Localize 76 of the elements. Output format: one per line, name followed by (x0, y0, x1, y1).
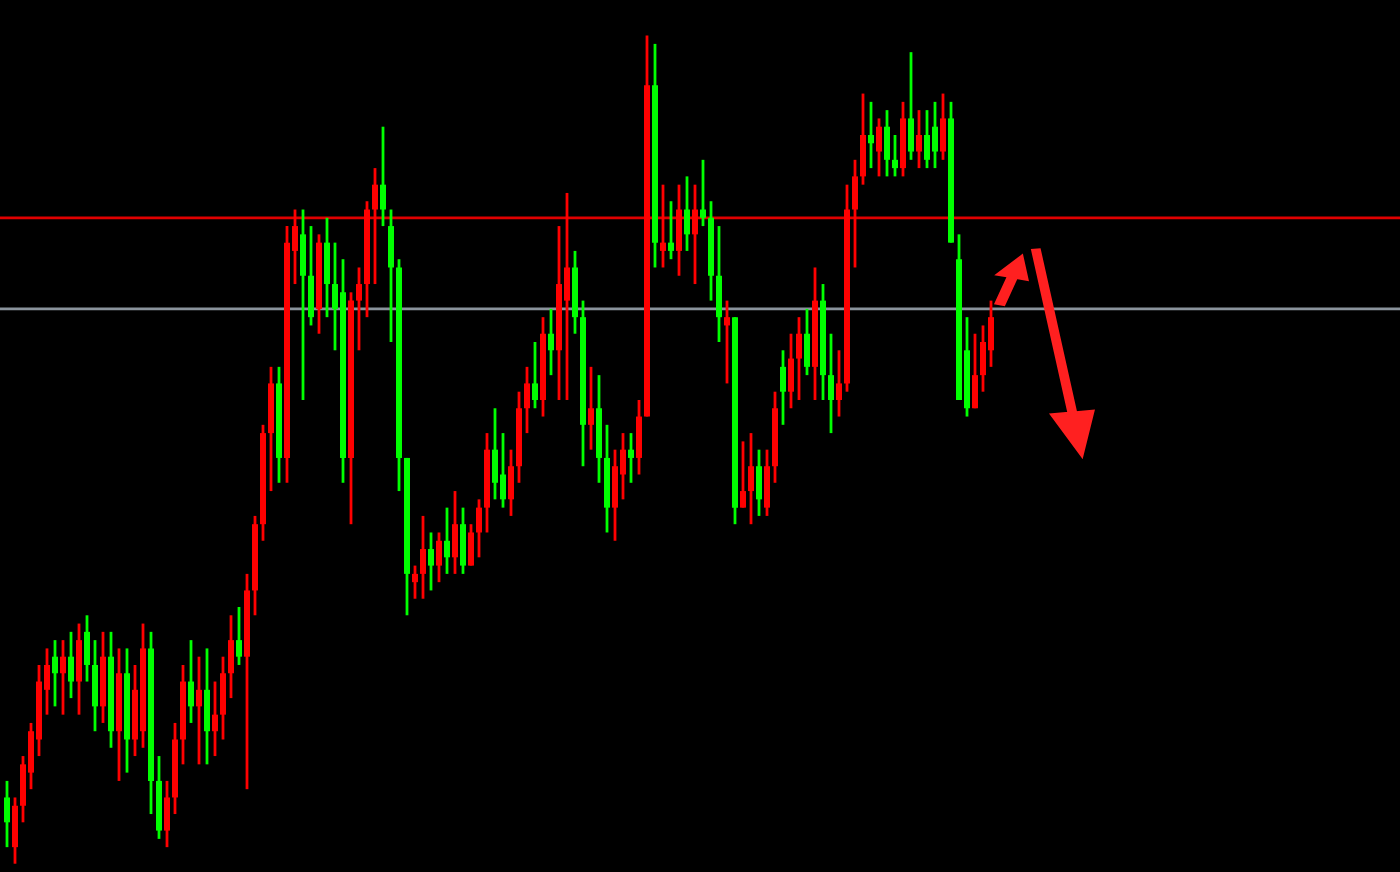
candlestick (780, 348, 786, 427)
candlestick (468, 522, 474, 567)
candlestick (628, 431, 634, 485)
candlestick (892, 133, 898, 178)
candlestick (804, 307, 810, 377)
candlestick (452, 489, 458, 576)
candlestick (188, 638, 194, 725)
candlestick (756, 448, 762, 518)
candlestick (908, 50, 914, 162)
candlestick (676, 183, 682, 278)
candlestick (924, 108, 930, 170)
candlestick (836, 348, 842, 418)
candlestick (620, 431, 626, 501)
candlestick (788, 332, 794, 410)
candlestick (988, 299, 994, 369)
candlestick (972, 332, 978, 410)
candlestick (84, 613, 90, 683)
candlestick (500, 431, 506, 510)
candlestick (52, 638, 58, 708)
candlestick (308, 224, 314, 327)
candlestick (212, 680, 218, 758)
candlestick (68, 630, 74, 700)
candlestick (916, 108, 922, 170)
candlestick (476, 497, 482, 559)
candlestick (980, 324, 986, 394)
candlestick (884, 108, 890, 178)
candlestick (444, 506, 450, 576)
candlestick (428, 531, 434, 592)
candlestick (92, 638, 98, 733)
candlestick (508, 448, 514, 518)
candlestick (748, 431, 754, 526)
candlestick (300, 208, 306, 402)
candlestick (692, 183, 698, 286)
candlestick (532, 340, 538, 410)
candlestick (460, 506, 466, 576)
candlestick (4, 779, 10, 849)
candlestick (60, 638, 66, 717)
candlestick (796, 315, 802, 402)
candlestick (524, 365, 530, 435)
candlestick (204, 647, 210, 766)
candlestick (852, 158, 858, 269)
candlestick (668, 199, 674, 261)
candlestick (548, 307, 554, 377)
candlestick (412, 564, 418, 601)
candlestick (588, 365, 594, 452)
candlestick (420, 514, 426, 601)
candlestick (764, 448, 770, 518)
candlestick (660, 183, 666, 269)
candlestick (940, 92, 946, 162)
candlestick (868, 100, 874, 170)
candlestick (876, 117, 882, 178)
candlestick (564, 191, 570, 402)
candlestick (684, 175, 690, 253)
candlestick (860, 92, 866, 187)
candlestick (76, 622, 82, 717)
candlestick (436, 531, 442, 584)
candlestick (740, 439, 746, 510)
candlestick (380, 125, 386, 228)
candlestick (164, 779, 170, 849)
candlestick (636, 398, 642, 476)
candlestick (12, 796, 18, 866)
candlestick (220, 655, 226, 741)
candlestick (388, 208, 394, 344)
candlestick (716, 224, 722, 344)
candlestick (236, 605, 242, 667)
candlestick (356, 266, 362, 352)
candlestick (612, 448, 618, 543)
candlestick (724, 299, 730, 385)
candlestick (492, 406, 498, 501)
candlestick (828, 332, 834, 435)
candlestick (700, 158, 706, 228)
candlestick (228, 613, 234, 700)
candlestick (324, 216, 330, 319)
candlestick (372, 166, 378, 286)
candlestick (196, 655, 202, 766)
candlestick (932, 100, 938, 170)
